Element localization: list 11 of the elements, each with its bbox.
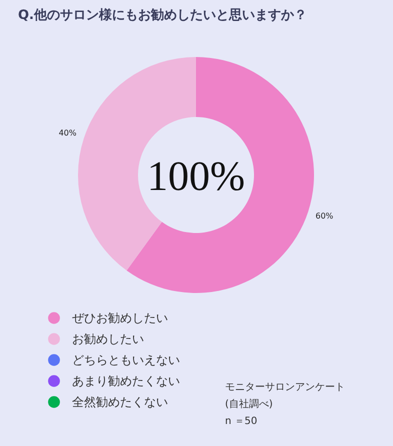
- legend-label: あまり勧めたくない: [72, 374, 180, 388]
- data-label: 60%: [316, 212, 334, 221]
- legend-label: 全然勧めたくない: [72, 395, 168, 409]
- legend-label: お勧めしたい: [72, 332, 144, 346]
- data-label: 40%: [58, 128, 77, 138]
- text: 100%: [147, 154, 245, 200]
- chart-title: Q.他のサロン様にもお勧めしたいと思いますか？: [18, 7, 307, 23]
- legend-label: どちらともいえない: [72, 353, 180, 367]
- legend-label: ぜひお勧めしたい: [72, 311, 168, 325]
- text: モニターサロンアンケート (自社調べ) n ＝50: [225, 382, 345, 427]
- donut-slice: [126, 57, 314, 293]
